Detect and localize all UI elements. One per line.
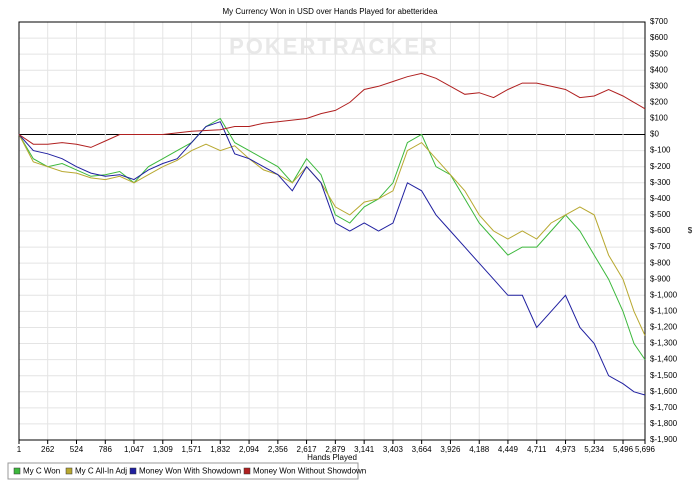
x-tick-label: 1,047 [124, 445, 145, 454]
y-tick-label: $-900 [650, 274, 671, 283]
y-tick-label: $-1,000 [650, 290, 678, 299]
x-tick-label: 2,879 [325, 445, 346, 454]
y-tick-label: $-700 [650, 242, 671, 251]
x-tick-label: 4,188 [469, 445, 490, 454]
legend-swatch [243, 467, 251, 475]
plot-frame [18, 21, 646, 441]
y-tick-label: $-1,900 [650, 435, 678, 444]
legend-label: My C All-In Adj [75, 467, 127, 476]
y-tick-label: $400 [650, 65, 668, 74]
x-tick-label: 1,571 [182, 445, 203, 454]
x-tick-label: 4,973 [556, 445, 577, 454]
y-tick-label: $-200 [650, 162, 671, 171]
legend-swatch [129, 467, 137, 475]
y-tick-label: $-100 [650, 146, 671, 155]
y-tick-label: $0 [650, 130, 659, 139]
y-tick-label: $-300 [650, 178, 671, 187]
x-tick-label: 3,664 [412, 445, 433, 454]
y-tick-label: $600 [650, 33, 668, 42]
y-tick-label: $-500 [650, 210, 671, 219]
x-tick-label: 5,696 [635, 445, 656, 454]
x-tick-label: 3,926 [440, 445, 461, 454]
y-tick-label: $-800 [650, 258, 671, 267]
x-tick-label: 2,356 [268, 445, 289, 454]
chart-title: My Currency Won in USD over Hands Played… [222, 7, 438, 16]
y-tick-label: $-1,600 [650, 387, 678, 396]
x-tick-label: 1,309 [153, 445, 174, 454]
y-tick-label: $100 [650, 114, 668, 123]
y-tick-label: $-1,700 [650, 403, 678, 412]
series-line [18, 72, 646, 148]
legend-label: My C Won [23, 467, 60, 476]
legend-label: Money Won Without Showdown [253, 467, 366, 476]
x-tick-label: 2,094 [239, 445, 260, 454]
legend-swatch [13, 467, 21, 475]
x-tick-label: 1 [17, 445, 22, 454]
y-tick-label: $200 [650, 97, 668, 106]
y-tick-label: $500 [650, 49, 668, 58]
y-axis-label: $ [688, 226, 693, 235]
x-tick-label: 1,832 [210, 445, 231, 454]
x-tick-label: 5,496 [613, 445, 634, 454]
x-tick-label: 2,617 [297, 445, 318, 454]
x-tick-label: 3,141 [354, 445, 375, 454]
y-tick-label: $-1,800 [650, 419, 678, 428]
y-tick-label: $700 [650, 17, 668, 26]
y-tick-label: $-1,400 [650, 355, 678, 364]
y-tick-label: $-400 [650, 194, 671, 203]
x-tick-label: 786 [99, 445, 113, 454]
x-tick-label: 5,234 [584, 445, 605, 454]
legend-swatch [65, 467, 73, 475]
x-tick-label: 262 [41, 445, 55, 454]
y-tick-label: $-1,500 [650, 371, 678, 380]
y-tick-label: $-1,200 [650, 323, 678, 332]
x-tick-label: 524 [70, 445, 84, 454]
series-line [18, 134, 646, 336]
x-tick-label: 3,403 [383, 445, 404, 454]
x-axis-label: Hands Played [307, 453, 357, 462]
x-tick-label: 4,711 [527, 445, 547, 454]
y-tick-label: $-1,300 [650, 339, 678, 348]
y-tick-label: $-600 [650, 226, 671, 235]
x-tick-label: 4,449 [498, 445, 519, 454]
series-line [18, 117, 646, 360]
legend-box [7, 462, 359, 480]
legend-label: Money Won With Showdown [139, 467, 241, 476]
y-tick-label: $300 [650, 81, 668, 90]
watermark: POKERTRACKER [229, 34, 439, 59]
y-tick-label: $-1,100 [650, 306, 678, 315]
series-line [18, 121, 646, 396]
